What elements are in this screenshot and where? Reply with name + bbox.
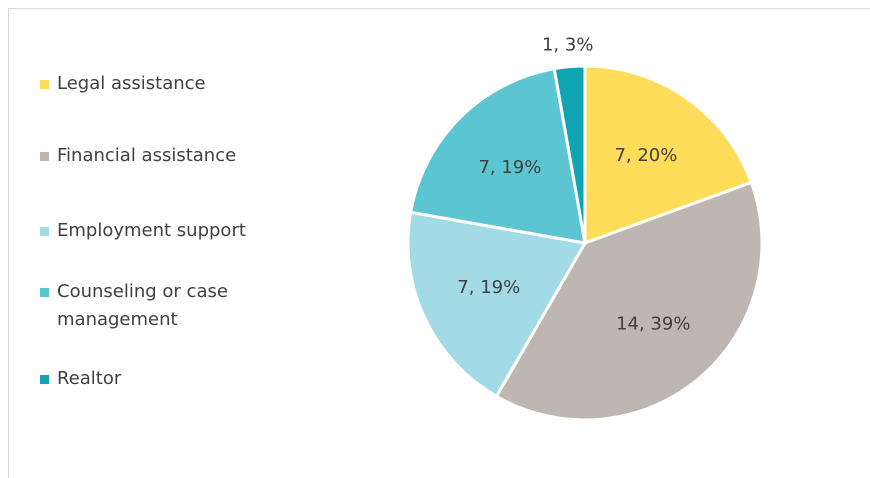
legend-label: Counseling or case management [57, 281, 228, 330]
pie-slice [494, 180, 764, 422]
legend-swatch [40, 288, 49, 297]
legend-item: Counseling or case management [40, 278, 265, 334]
legend-item: Legal assistance [40, 70, 206, 98]
data-label: 7, 19% [457, 277, 520, 298]
pie-slice [552, 64, 587, 244]
legend-item: Financial assistance [40, 142, 236, 170]
legend-label: Financial assistance [57, 145, 237, 166]
legend-item: Employment support [40, 217, 246, 245]
legend-swatch [40, 80, 49, 89]
legend-label: Realtor [57, 368, 122, 389]
chart-frame [8, 8, 870, 478]
pie-slice [408, 66, 587, 245]
legend-swatch [40, 152, 49, 161]
data-label: 14, 39% [616, 313, 690, 334]
legend-item: Realtor [40, 365, 121, 393]
legend-swatch [40, 227, 49, 236]
legend-label: Employment support [57, 220, 246, 241]
pie-slice [406, 210, 588, 399]
data-label: 1, 3% [542, 35, 593, 56]
data-label: 7, 20% [614, 145, 677, 166]
legend-swatch [40, 375, 49, 384]
legend-label: Legal assistance [57, 73, 206, 94]
data-label: 7, 19% [478, 157, 541, 178]
pie-slice [583, 64, 754, 246]
